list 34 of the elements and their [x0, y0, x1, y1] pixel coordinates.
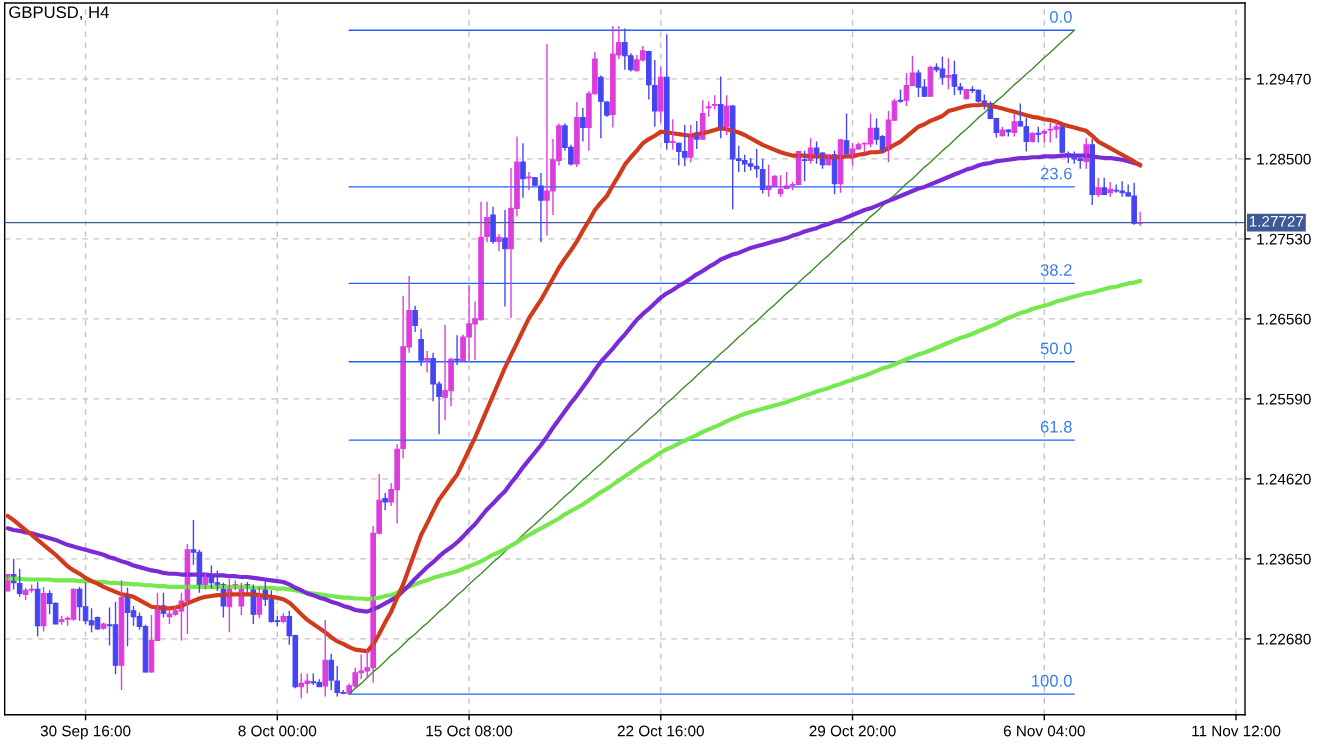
x-tick-label: 11 Nov 12:00	[1192, 725, 1281, 737]
x-tick-label: 8 Oct 00:00	[238, 725, 317, 737]
x-tick-label: 30 Sep 16:00	[40, 725, 131, 740]
candlestick	[322, 619, 329, 698]
candlestick	[1095, 177, 1102, 198]
line-series	[348, 29, 1075, 695]
ref-line-label: 1.27727	[1249, 215, 1304, 227]
y-tick-label: 1.23650	[1257, 553, 1311, 565]
x-tick-label: 15 Oct 08:00	[426, 725, 513, 737]
y-tick-label: 1.29470	[1257, 73, 1311, 85]
annotation: 0.0	[1049, 10, 1072, 23]
annotation: 23.6	[1040, 167, 1072, 180]
y-tick-label: 1.24620	[1257, 473, 1311, 485]
x-tick-label: 22 Oct 16:00	[617, 725, 704, 737]
y-tick-label: 1.28500	[1257, 153, 1311, 165]
candlestick	[16, 568, 23, 598]
annotation: 61.8	[1040, 420, 1072, 433]
line-series	[5, 102, 1143, 654]
x-tick-label: 6 Nov 04:00	[1003, 725, 1085, 737]
annotation: 38.2	[1040, 264, 1072, 276]
candlestick	[1011, 112, 1018, 138]
candlestick	[723, 94, 730, 136]
y-tick-label: 1.26560	[1257, 313, 1311, 325]
y-tick-label: 1.22680	[1257, 633, 1311, 645]
annotation: 50.0	[1040, 342, 1072, 355]
chart-title: GBPUSD, H4	[9, 6, 109, 21]
annotation: 100.0	[1032, 674, 1072, 687]
candlestick	[801, 149, 808, 182]
candlestick	[1059, 125, 1066, 154]
candlestick	[657, 66, 664, 124]
x-tick-label: 29 Oct 20:00	[809, 725, 896, 737]
y-tick-label: 1.27530	[1257, 233, 1311, 245]
candlestick	[669, 118, 676, 151]
y-tick-label: 1.25590	[1257, 393, 1311, 405]
